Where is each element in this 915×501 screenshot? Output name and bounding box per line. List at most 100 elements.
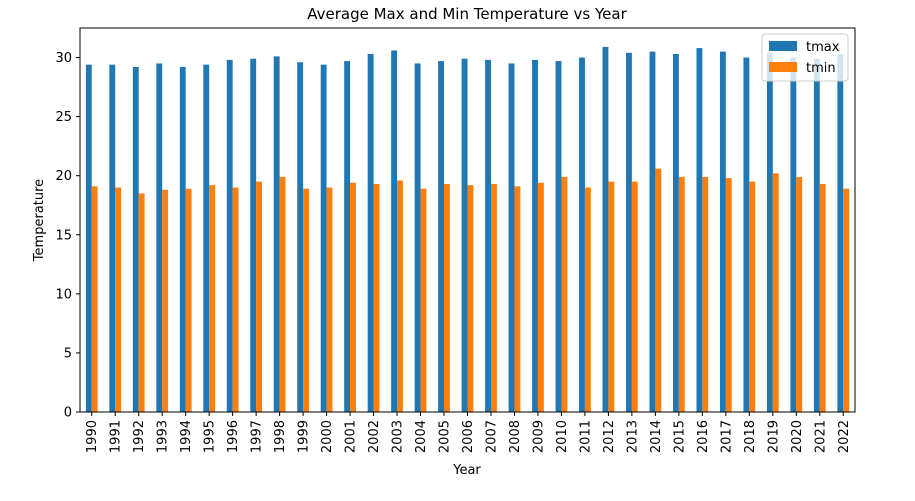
bar-tmin-2006 [467,185,474,412]
bar-tmax-1990 [85,64,92,412]
bar-tmax-2003 [391,50,398,412]
bar-tmax-1994 [179,66,186,413]
bar-tmax-2016 [696,48,703,413]
y-tick-label: 30 [55,51,72,66]
x-tick-label: 2016 [696,420,711,453]
bar-tmin-2017 [725,178,732,412]
bar-tmax-2004 [414,63,421,412]
x-tick-label: 2008 [508,420,523,453]
bar-tmax-2014 [649,51,656,412]
bar-tmin-1999 [303,188,309,412]
y-axis-label: Temperature [32,179,47,262]
x-tick-label: 2006 [461,420,476,453]
bar-tmin-1990 [91,186,98,412]
x-tick-label: 1996 [226,420,241,453]
bar-tmin-2014 [655,168,662,412]
bar-tmin-2010 [561,176,568,412]
bar-tmin-1992 [138,193,145,412]
legend: tmax tmin [761,33,849,82]
bar-tmin-2011 [584,187,591,412]
x-tick-label: 2011 [578,420,593,453]
bar-tmin-2012 [608,181,615,412]
bar-tmin-2009 [537,182,544,412]
x-tick-label: 2000 [320,420,335,453]
x-tick-label: 1999 [297,420,312,453]
bar-tmin-2013 [631,181,638,412]
bar-tmax-2007 [485,59,491,413]
y-tick-label: 0 [64,406,72,421]
bar-tmin-2000 [326,187,333,412]
x-tick-label: 2003 [391,420,406,453]
bar-tmin-2002 [373,183,380,412]
bar-tmax-2000 [320,64,327,412]
bar-tmin-1995 [209,185,216,412]
bar-tmin-2019 [772,173,779,412]
bar-tmax-1997 [250,58,257,412]
bar-tmax-2008 [508,63,515,412]
y-tick-label: 5 [64,346,72,361]
bar-tmax-2022 [837,53,844,413]
bar-tmin-2020 [796,176,803,412]
bar-tmax-2015 [672,53,679,413]
bar-tmax-2021 [813,58,820,412]
x-tick-label: 2007 [484,420,499,453]
bar-tmax-2011 [579,57,585,412]
bar-tmax-2018 [743,57,750,412]
x-tick-label: 2010 [555,420,570,453]
bar-tmin-2001 [350,182,356,412]
bar-tmin-2005 [444,183,450,412]
chart-title: Average Max and Min Temperature vs Year [307,5,627,23]
bar-tmin-2004 [420,188,427,412]
bar-tmax-1991 [109,64,116,412]
x-tick-label: 2012 [602,420,617,453]
bar-tmax-2017 [719,51,726,412]
x-tick-label: 1992 [132,420,147,453]
x-tick-label: 2015 [672,420,687,453]
bar-tmax-2020 [790,57,797,412]
y-tick-label: 25 [55,110,72,125]
bar-tmin-2016 [702,176,709,412]
x-tick-label: 1993 [156,420,171,453]
legend-label-tmax: tmax [806,40,840,55]
bar-tmin-1998 [279,176,286,412]
y-axis: 0 5 10 15 20 25 30 [55,51,80,421]
x-axis-label: Year [452,463,481,478]
bar-tmin-2015 [678,176,685,412]
bar-tmin-1993 [162,189,169,412]
bar-tmax-1996 [226,59,233,413]
x-tick-label: 2017 [719,420,734,453]
x-axis: 1990 1991 1992 1993 1994 1995 1996 1997 1998 1999… [85,412,852,453]
x-tick-label: 2014 [649,420,664,453]
legend-label-tmin: tmin [806,61,836,76]
bar-tmax-2005 [438,61,445,412]
x-tick-label: 1998 [273,420,288,453]
bar-tmax-2009 [532,59,538,413]
x-tick-label: 2009 [531,420,546,453]
bar-tmin-2018 [749,181,756,412]
bar-tmin-1997 [256,181,263,412]
x-tick-label: 2019 [766,420,781,453]
x-tick-label: 1990 [85,420,100,453]
bar-tmin-2022 [843,188,850,412]
bar-tmax-1998 [273,56,280,413]
bar-tmax-2012 [602,46,609,413]
x-tick-label: 1991 [109,420,124,453]
bar-tmin-1991 [115,187,122,412]
legend-swatch-tmin [769,62,797,72]
y-tick-label: 15 [55,228,72,243]
bar-tmax-1995 [203,64,210,412]
bar-tmax-2001 [344,61,351,412]
x-tick-label: 2001 [344,420,359,453]
x-tick-label: 2002 [367,420,382,453]
x-tick-label: 2018 [743,420,758,453]
plot-area [85,46,850,413]
bar-tmin-2021 [819,183,826,412]
bar-tmax-1999 [297,62,304,412]
legend-swatch-tmax [769,41,797,51]
bar-tmin-1996 [232,187,239,412]
bar-tmax-2019 [766,52,773,413]
bar-tmax-2002 [367,53,374,413]
x-tick-label: 2013 [625,420,640,453]
x-tick-label: 1994 [179,420,194,453]
x-tick-label: 1995 [203,420,218,453]
